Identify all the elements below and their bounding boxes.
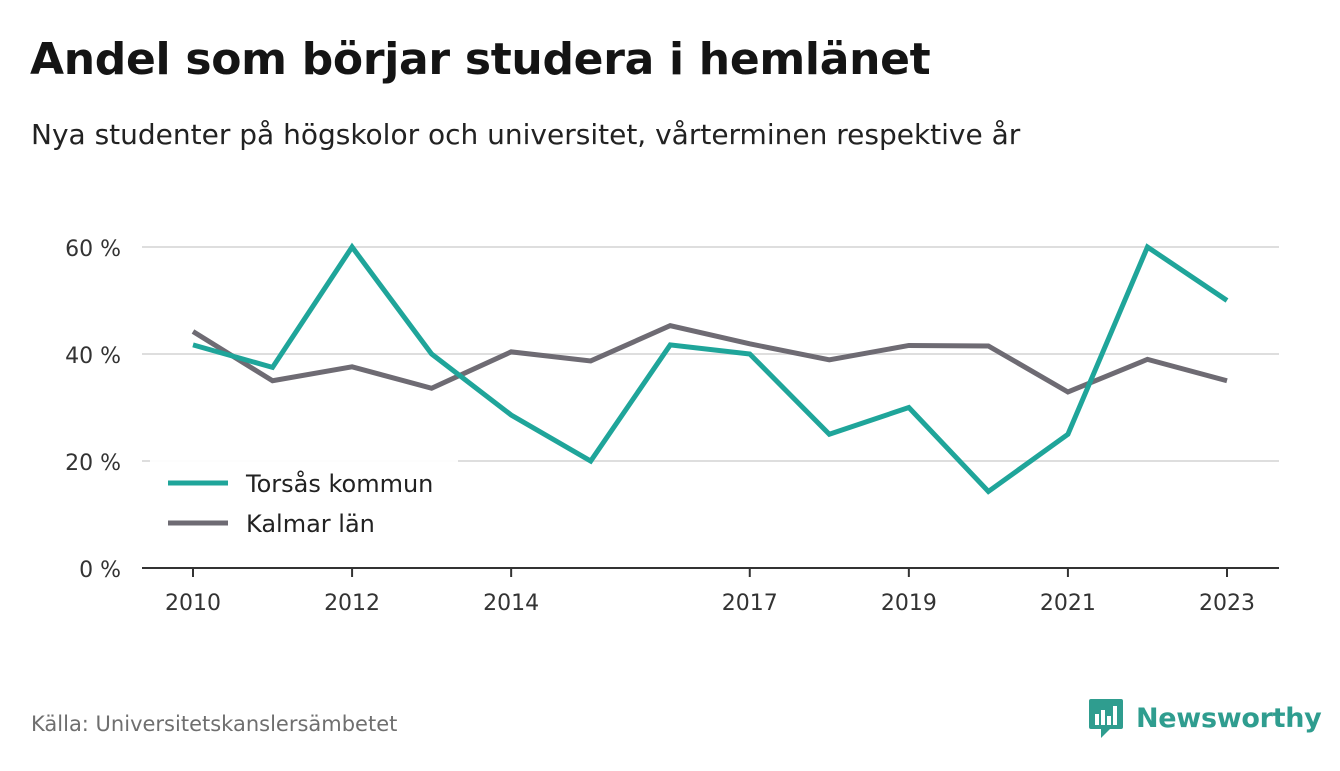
series-line-2 <box>193 326 1227 392</box>
line-chart: 0 % 20 % 40 % 60 % 2010 2012 2014 2017 2019 2021… <box>0 0 1340 771</box>
legend: Torsås kommun Kalmar län <box>150 460 458 548</box>
brand-logo: Newsworthy <box>1088 697 1321 739</box>
brand-name: Newsworthy <box>1136 703 1321 734</box>
y-axis-labels: 0 % 20 % 40 % 60 % <box>65 237 121 583</box>
x-tick-label: 2021 <box>1040 591 1096 616</box>
x-tick-label: 2023 <box>1199 591 1255 616</box>
x-tick-label: 2017 <box>722 591 778 616</box>
x-tick-label: 2019 <box>881 591 937 616</box>
x-tick-label: 2010 <box>165 591 221 616</box>
legend-label: Kalmar län <box>246 510 375 538</box>
series-lines <box>193 247 1227 491</box>
newsworthy-logo-icon <box>1088 697 1124 739</box>
y-tick-label: 20 % <box>65 451 121 476</box>
legend-label: Torsås kommun <box>245 469 433 498</box>
y-tick-label: 60 % <box>65 237 121 262</box>
x-axis: 2010 2012 2014 2017 2019 2021 2023 <box>142 568 1279 616</box>
grid-lines <box>142 247 1279 461</box>
source-note: Källa: Universitetskanslersämbetet <box>31 712 397 736</box>
x-tick-label: 2012 <box>324 591 380 616</box>
x-tick-label: 2014 <box>483 591 539 616</box>
y-tick-label: 40 % <box>65 344 121 369</box>
y-tick-label: 0 % <box>79 558 121 583</box>
